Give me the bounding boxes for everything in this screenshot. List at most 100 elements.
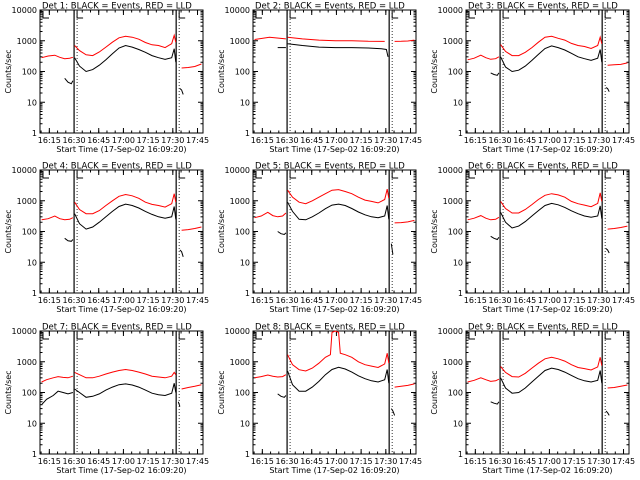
detector-panel-7: 1 10 100 1000 10000 16:15 16:30 16:45 17:00 17:15… — [4, 323, 209, 476]
series-line-lld — [500, 192, 603, 214]
plot-frame — [252, 330, 417, 455]
series-line-lld — [41, 215, 74, 221]
x-tick-label: 17:30 — [587, 136, 610, 145]
x-tick-label: 16:30 — [276, 457, 299, 466]
x-tick-label: 16:15 — [251, 296, 274, 305]
y-tick-label: 100 — [448, 228, 463, 237]
x-tick-label: 16:30 — [489, 457, 512, 466]
y-axis-label: Counts/sec — [217, 370, 226, 414]
y-tick-label: 1 — [458, 289, 463, 298]
x-tick-label: 16:30 — [63, 457, 86, 466]
series-line-lld — [500, 35, 603, 57]
start-marker-flag — [255, 11, 262, 19]
y-tick-label: 100 — [448, 389, 463, 398]
detector-panel-2: 1 10 100 1000 10000 16:15 16:30 16:45 17:00 17:15… — [217, 2, 422, 155]
y-tick-label: 1000 — [230, 358, 250, 367]
x-tick-label: 16:45 — [513, 457, 536, 466]
time-marker-flag — [604, 11, 612, 19]
x-tick-label: 16:15 — [38, 136, 61, 145]
x-tick-label: 17:15 — [137, 457, 160, 466]
series-line-lld — [74, 33, 177, 57]
x-tick-label: 16:15 — [464, 457, 487, 466]
x-tick-label: 16:45 — [300, 136, 323, 145]
series-line-events — [605, 87, 610, 92]
series-line-lld — [287, 36, 385, 42]
x-tick-label: 17:15 — [563, 136, 586, 145]
y-axis-label: Counts/sec — [430, 370, 439, 414]
y-tick-label: 1 — [32, 129, 37, 138]
y-tick-label: 100 — [22, 228, 37, 237]
plot-frame — [39, 9, 204, 134]
x-tick-label: 17:15 — [350, 457, 373, 466]
y-axis-label: Counts/sec — [4, 209, 13, 253]
series-line-lld — [181, 63, 202, 69]
x-tick-label: 17:45 — [186, 296, 209, 305]
x-tick-label: 17:30 — [587, 457, 610, 466]
series-line-events — [74, 203, 177, 230]
series-line-events — [287, 43, 389, 57]
series-line-lld — [394, 39, 415, 42]
x-tick-label: 17:45 — [399, 136, 422, 145]
plot-frame — [252, 9, 417, 134]
y-tick-label: 100 — [22, 68, 37, 77]
panel-title: Det 4: BLACK = Events, RED = LLD — [42, 162, 192, 172]
series-line-events — [74, 44, 177, 73]
x-tick-label: 17:30 — [161, 136, 184, 145]
y-tick-label: 1000 — [443, 37, 463, 46]
plot-frame — [252, 169, 417, 294]
x-tick-label: 17:15 — [137, 136, 160, 145]
y-tick-label: 1000 — [230, 197, 250, 206]
x-tick-label: 17:15 — [350, 136, 373, 145]
x-tick-label: 16:15 — [38, 457, 61, 466]
series-line-lld — [41, 54, 74, 60]
detector-panel-1: 1 10 100 1000 10000 16:15 16:30 16:45 17:00 17:15… — [4, 2, 209, 155]
series-line-events — [490, 235, 500, 241]
y-tick-label: 100 — [448, 68, 463, 77]
detector-panel-8: 1 10 100 1000 10000 16:15 16:30 16:45 17:00 17:15… — [217, 323, 422, 476]
series-line-events — [490, 72, 500, 76]
detector-panel-6: 1 10 100 1000 10000 16:15 16:30 16:45 17:00 17:15… — [430, 162, 635, 315]
x-tick-label: 16:45 — [87, 296, 110, 305]
x-tick-label: 16:15 — [38, 296, 61, 305]
series-line-lld — [607, 225, 628, 230]
y-tick-label: 100 — [235, 389, 250, 398]
x-tick-label: 17:00 — [538, 296, 561, 305]
start-marker-flag — [468, 11, 475, 19]
x-tick-label: 17:15 — [137, 296, 160, 305]
x-tick-label: 17:30 — [374, 136, 397, 145]
series-line-lld — [607, 384, 628, 389]
x-tick-label: 16:30 — [489, 296, 512, 305]
x-tick-label: 16:45 — [300, 457, 323, 466]
y-tick-label: 10 — [27, 419, 37, 428]
y-tick-label: 10000 — [12, 166, 37, 175]
y-axis-label: Counts/sec — [217, 49, 226, 93]
panel-title: Det 5: BLACK = Events, RED = LLD — [255, 162, 405, 172]
series-line-events — [605, 248, 610, 254]
x-axis-label: Start Time (17-Sep-02 16:09:20) — [482, 466, 612, 475]
x-tick-label: 16:30 — [63, 136, 86, 145]
series-line-lld — [74, 368, 177, 379]
series-line-events — [277, 393, 287, 398]
detector-panel-9: 1 10 100 1000 10000 16:15 16:30 16:45 17:00 17:15… — [430, 323, 635, 476]
time-marker-flag — [391, 11, 399, 19]
series-line-lld — [467, 215, 500, 221]
panel-title: Det 9: BLACK = Events, RED = LLD — [468, 323, 618, 333]
detector-panel-3: 1 10 100 1000 10000 16:15 16:30 16:45 17:00 17:15… — [430, 2, 635, 155]
x-tick-label: 17:30 — [161, 296, 184, 305]
y-tick-label: 1 — [32, 450, 37, 459]
y-tick-label: 1 — [458, 129, 463, 138]
x-tick-label: 17:00 — [112, 296, 135, 305]
time-marker-flag — [178, 171, 186, 179]
series-line-events — [500, 45, 603, 73]
x-tick-label: 16:15 — [251, 136, 274, 145]
x-tick-label: 16:15 — [251, 457, 274, 466]
y-tick-label: 10 — [27, 258, 37, 267]
panel-title: Det 6: BLACK = Events, RED = LLD — [468, 162, 618, 172]
series-line-lld — [467, 54, 500, 61]
y-tick-label: 1000 — [17, 197, 37, 206]
x-tick-label: 17:00 — [325, 457, 348, 466]
start-marker-flag — [42, 11, 49, 19]
y-tick-label: 1 — [245, 450, 250, 459]
series-line-events — [390, 243, 394, 255]
